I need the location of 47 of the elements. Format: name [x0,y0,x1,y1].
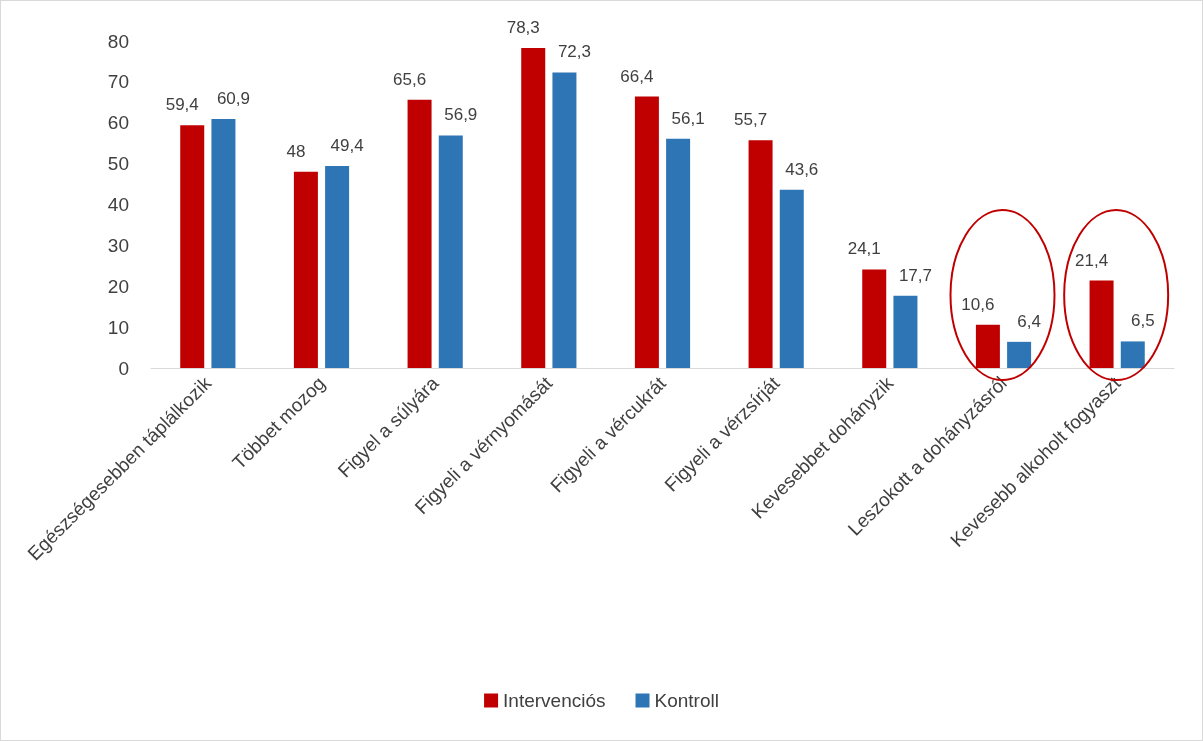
data-label: 6,4 [1017,311,1041,331]
data-label: 60,9 [216,89,250,109]
y-tick-label: 0 [118,357,129,379]
data-label: 43,6 [785,159,819,179]
bar [211,119,236,368]
bar [975,324,1000,368]
data-label: 56,1 [671,108,705,128]
bar [407,99,432,368]
data-label: 78,3 [506,17,540,37]
bar [438,135,463,368]
data-label: 65,6 [393,69,427,89]
y-tick-label: 20 [107,275,129,297]
data-label: 59,4 [165,95,199,115]
y-tick-label: 30 [107,234,129,256]
bar [180,125,205,368]
data-label: 24,1 [847,239,881,259]
bar [634,96,659,368]
bar [893,295,918,368]
bar [862,269,887,368]
y-tick-label: 50 [107,153,129,175]
bar [666,138,691,368]
legend-label: Intervenciós [503,690,606,711]
bar [325,166,350,368]
y-tick-label: 10 [107,316,129,338]
bar [748,140,773,368]
y-tick-label: 80 [107,30,129,52]
bar [779,189,804,368]
legend-label: Kontroll [654,690,719,711]
data-label: 48 [286,141,306,161]
bar [521,47,546,368]
data-label: 6,5 [1130,311,1155,331]
bar [1007,341,1032,368]
y-tick-label: 40 [107,194,129,215]
bar [1089,280,1114,368]
data-label: 66,4 [620,66,654,86]
bar [1120,341,1145,368]
y-tick-label: 70 [107,71,129,93]
bar [552,72,577,368]
bar [293,171,318,368]
data-label: 72,3 [557,42,591,62]
data-label: 21,4 [1075,250,1109,270]
y-tick-label: 60 [107,112,129,134]
data-label: 49,4 [330,136,364,156]
data-label: 17,7 [898,265,932,285]
data-label: 55,7 [734,110,768,130]
data-label: 10,6 [961,294,995,314]
data-label: 56,9 [444,105,478,125]
